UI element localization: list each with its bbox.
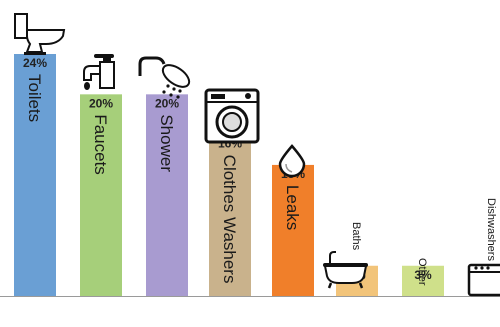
dishwasher-icon — [467, 263, 500, 297]
bar-toilets — [14, 54, 56, 296]
faucet-icon — [83, 54, 115, 90]
toilet-icon — [14, 13, 66, 55]
category-label-dishwashers: Dishwashers — [485, 198, 497, 261]
bar-leaks — [272, 164, 314, 296]
data-label-shower: 20% — [155, 96, 179, 110]
category-label-toilets: Toilets — [25, 74, 44, 122]
bathtub-icon — [323, 251, 368, 289]
bar-faucets — [80, 94, 122, 296]
water-drop-icon — [278, 144, 306, 178]
icons-layer — [14, 13, 500, 297]
data-label-faucets: 20% — [89, 96, 113, 110]
category-label-leaks: Leaks — [283, 185, 302, 230]
data-label-toilets: 24% — [23, 56, 47, 70]
category-label-clothes-washers: Clothes Washers — [220, 155, 239, 284]
shower-icon — [138, 56, 191, 99]
bar-shower — [146, 94, 188, 296]
category-label-other: Other — [416, 258, 428, 286]
bar-clothes-washers — [209, 134, 251, 296]
category-label-faucets: Faucets — [91, 114, 110, 174]
data-label-other: 3% — [414, 268, 432, 282]
bar-other — [402, 265, 444, 296]
category-label-shower: Shower — [157, 114, 176, 172]
washing-machine-icon — [204, 88, 260, 144]
category-label-baths: Baths — [350, 222, 362, 251]
